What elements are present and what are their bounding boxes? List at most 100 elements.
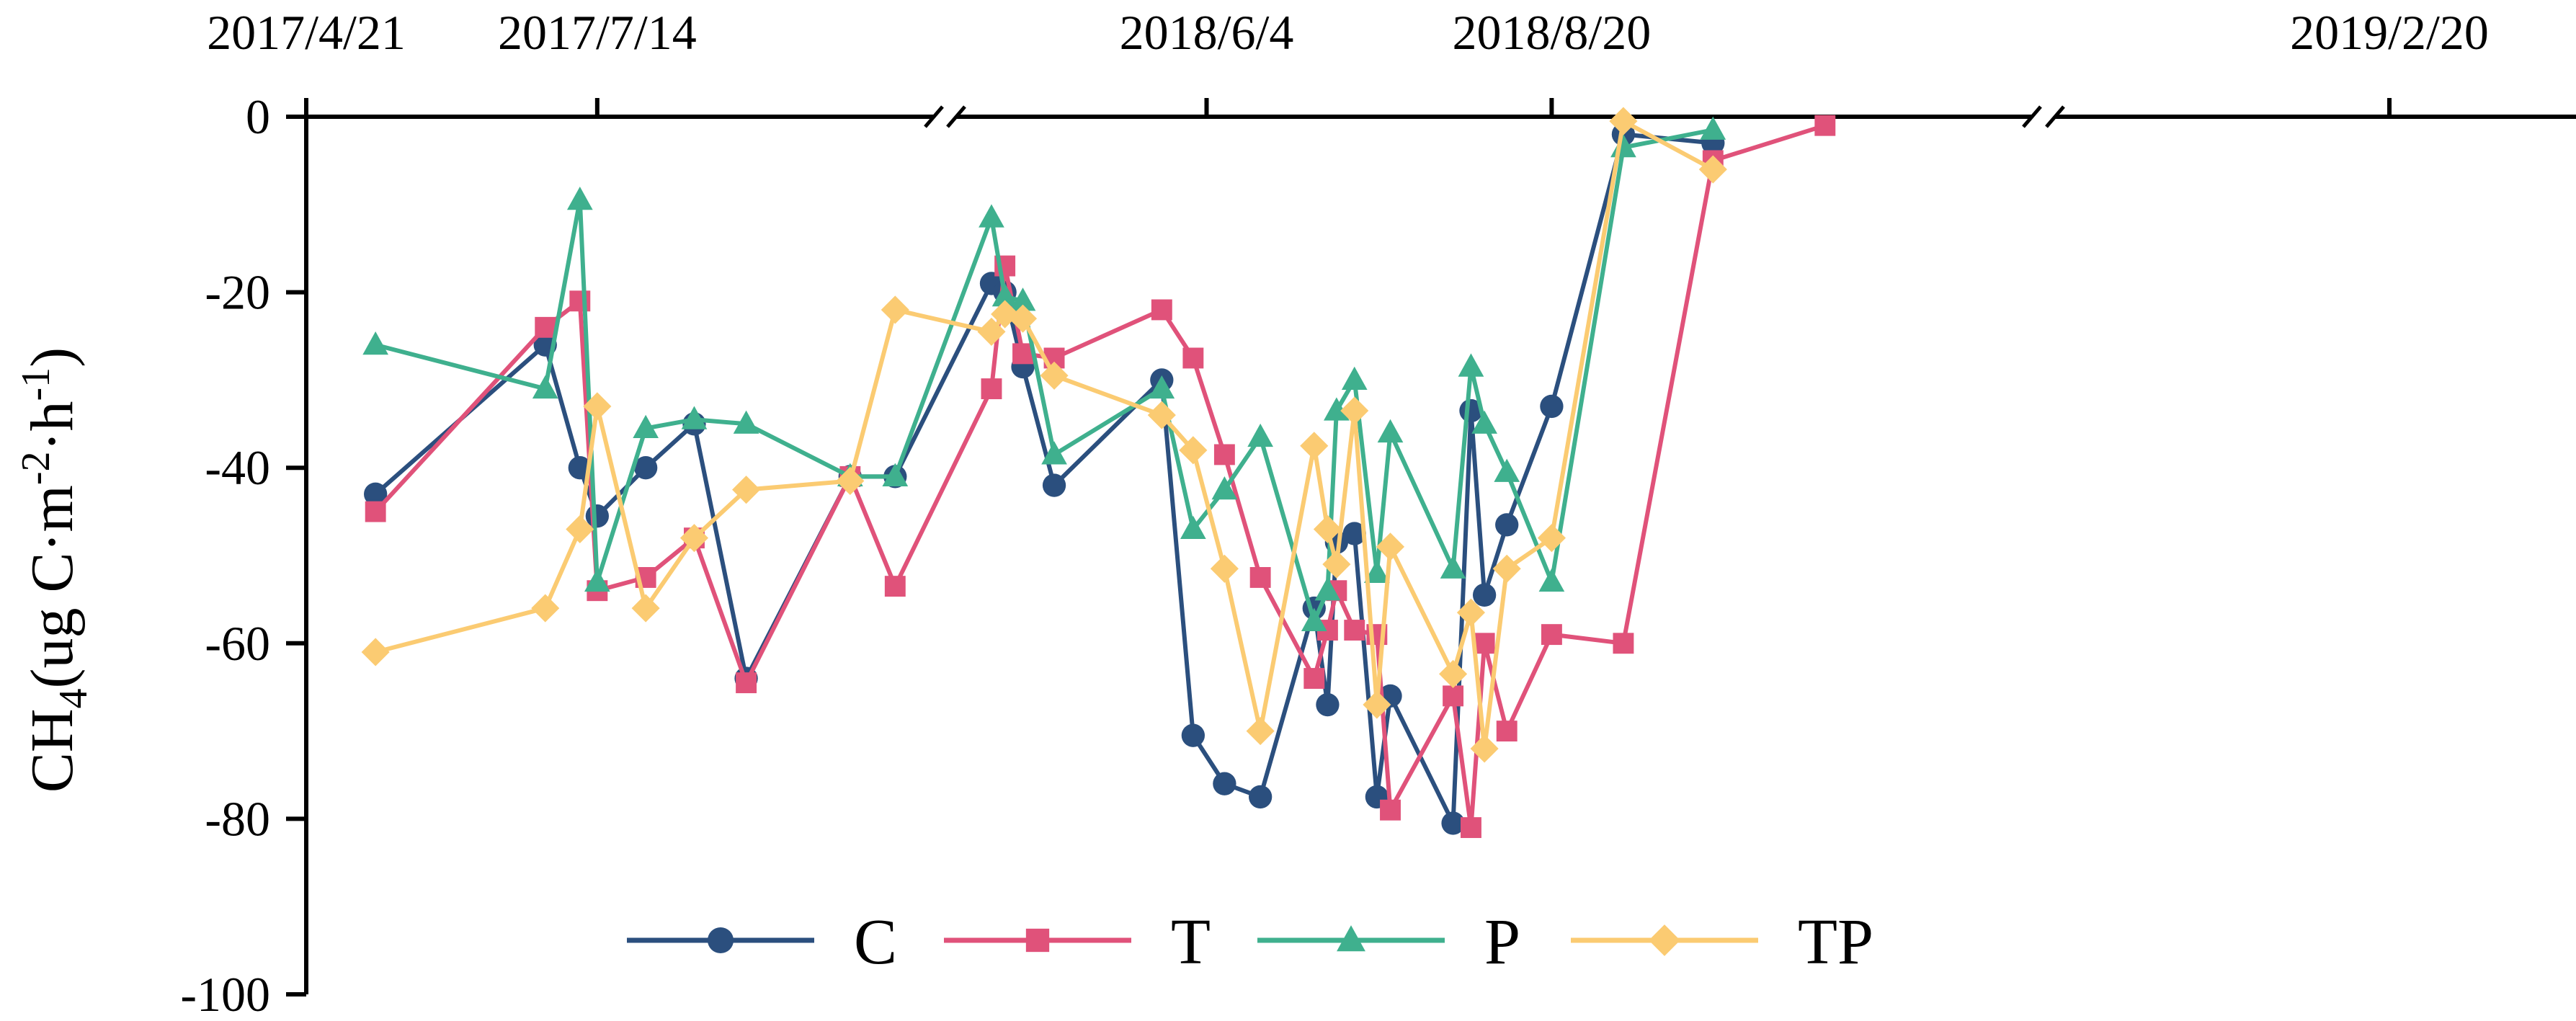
data-point-tp — [1246, 717, 1275, 746]
legend-marker-c — [707, 927, 734, 954]
data-point-tp — [1322, 550, 1351, 579]
data-point-tp — [531, 594, 560, 623]
legend-marker-t — [1025, 928, 1050, 953]
x-tick-label: 2018/8/20 — [1453, 5, 1652, 60]
y-tick-label: -60 — [205, 616, 270, 671]
x-tick-label: 2018/6/4 — [1120, 5, 1294, 60]
data-point-p — [1440, 555, 1466, 579]
legend-label-p: P — [1484, 906, 1520, 978]
data-point-t — [1474, 633, 1495, 654]
data-point-t — [1380, 799, 1401, 821]
data-point-tp — [1470, 734, 1499, 763]
data-point-p — [566, 187, 593, 210]
data-point-c — [1495, 513, 1519, 537]
y-tick-label: -100 — [180, 967, 270, 1021]
y-tick-label: 0 — [246, 89, 270, 144]
data-point-tp — [1300, 432, 1329, 460]
data-point-t — [1213, 444, 1235, 465]
data-point-t — [1303, 668, 1325, 689]
data-point-tp — [1040, 361, 1069, 390]
y-axis-label-text: CH — [19, 708, 86, 793]
data-point-tp — [732, 476, 761, 504]
data-point-c — [634, 456, 658, 480]
data-point-p — [584, 568, 610, 592]
data-point-p — [1301, 607, 1327, 631]
data-point-p — [1041, 441, 1067, 465]
data-point-p — [1247, 423, 1273, 447]
data-point-c — [1181, 723, 1205, 747]
data-point-tp — [1376, 532, 1405, 561]
data-point-tp — [836, 466, 865, 496]
data-point-t — [365, 501, 386, 522]
data-point-p — [1377, 419, 1404, 443]
data-point-tp — [1492, 554, 1521, 583]
y-axis-label: CH4(ug C·m-2·h-1) — [14, 347, 96, 793]
axis-break-mark — [2045, 105, 2065, 128]
data-point-c — [1213, 772, 1236, 795]
y-axis-label-superscript: -1 — [14, 367, 58, 401]
data-point-tp — [977, 317, 1006, 346]
series-line-tp — [375, 119, 1714, 751]
legend-label-t: T — [1171, 906, 1211, 978]
data-point-t — [1012, 343, 1033, 365]
data-point-p — [1180, 515, 1206, 540]
series-layer — [361, 107, 1836, 839]
data-point-tp — [361, 638, 390, 666]
legend-entry-tp: TP — [1571, 906, 1873, 978]
data-point-c — [1472, 583, 1497, 607]
axis-break-mark — [946, 105, 966, 128]
y-tick-label: -40 — [205, 440, 270, 495]
data-point-t — [1249, 567, 1271, 588]
data-point-p — [882, 463, 909, 486]
data-point-t — [1613, 633, 1634, 654]
series-tp — [361, 107, 1727, 763]
data-point-tp — [1210, 554, 1239, 583]
data-point-tp — [1609, 107, 1638, 135]
data-point-p — [979, 204, 1004, 228]
data-point-tp — [1456, 598, 1486, 627]
data-point-t — [1182, 347, 1204, 369]
legend-entry-t: T — [944, 906, 1211, 978]
data-point-p — [633, 414, 659, 438]
x-tick-label: 2017/4/21 — [207, 5, 406, 60]
y-axis-label-superscript: -2 — [14, 451, 58, 485]
data-point-p — [1211, 476, 1238, 500]
data-point-tp — [679, 524, 709, 553]
data-point-p — [532, 375, 558, 399]
data-point-p — [1471, 410, 1497, 434]
data-point-tp — [1179, 436, 1208, 465]
data-point-tp — [1439, 659, 1468, 688]
data-point-t — [1151, 299, 1172, 321]
data-point-t — [884, 576, 906, 597]
x-tick-label: 2019/2/20 — [2290, 5, 2489, 60]
data-point-tp — [1147, 401, 1176, 429]
data-point-tp — [1363, 690, 1391, 719]
data-point-p — [1458, 353, 1484, 377]
data-point-p — [1364, 559, 1390, 583]
y-axis-label-text: ) — [19, 347, 86, 367]
data-point-t — [1541, 624, 1562, 646]
data-point-p — [991, 282, 1018, 307]
legend-entry-p: P — [1257, 906, 1520, 978]
data-point-t — [535, 316, 556, 338]
legend-label-tp: TP — [1798, 906, 1873, 978]
y-axis-label-subscript: 4 — [51, 688, 96, 708]
data-point-tp — [631, 594, 660, 623]
data-point-c — [364, 482, 388, 506]
data-point-p — [362, 331, 389, 355]
data-point-t — [1344, 620, 1365, 641]
data-point-tp — [881, 295, 909, 324]
legend-marker-tp — [1649, 924, 1680, 956]
data-point-p — [1700, 116, 1726, 140]
y-tick-label: -80 — [205, 791, 270, 846]
data-point-tp — [1313, 514, 1342, 544]
data-point-tp — [991, 300, 1020, 329]
y-axis-label-text: (ug C·m — [19, 485, 86, 688]
legend: C T P TP — [627, 906, 1873, 978]
data-point-p — [681, 406, 708, 429]
data-point-c — [1042, 473, 1066, 497]
y-axis-label-text: ·h — [19, 401, 86, 451]
data-point-t — [569, 290, 591, 312]
data-point-tp — [566, 514, 594, 544]
